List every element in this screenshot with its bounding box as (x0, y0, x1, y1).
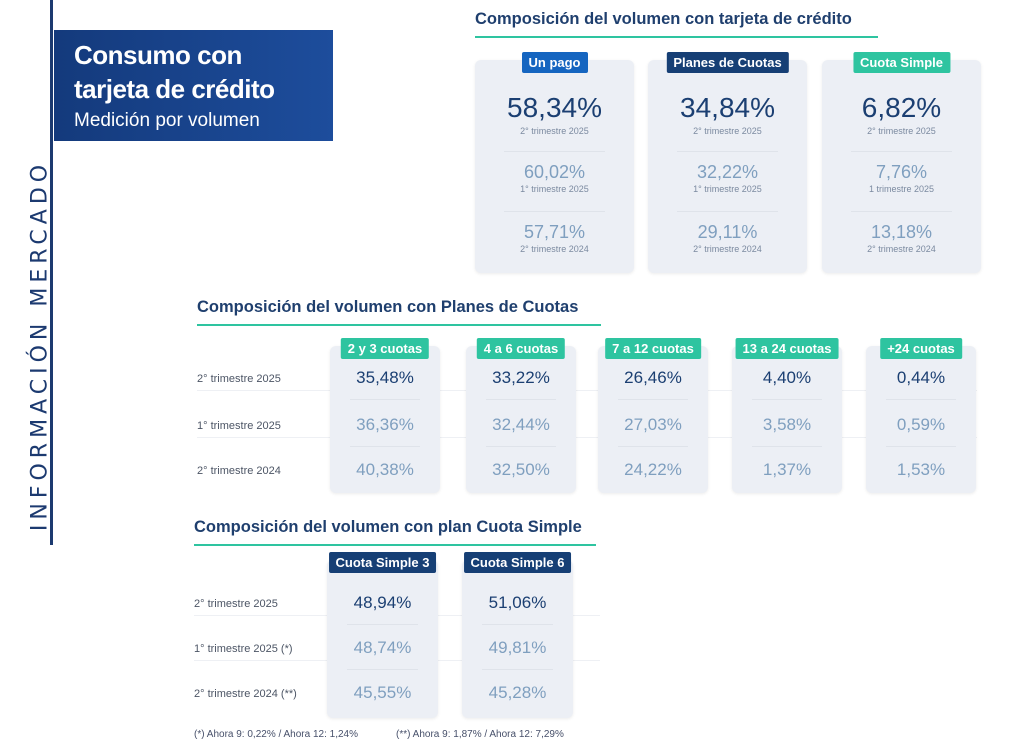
row-divider (885, 399, 957, 400)
row-divider (503, 151, 606, 152)
card-period: 2° trimestre 2024 (520, 244, 589, 254)
section2-title: Composición del volumen con Planes de Cu… (197, 298, 601, 326)
card-value: 13,18% (870, 222, 933, 242)
column-label: 13 a 24 cuotas (735, 338, 839, 359)
column-value: 33,22% (492, 368, 550, 387)
column-value: 26,46% (624, 368, 682, 387)
row-divider (197, 437, 977, 438)
row-divider (346, 669, 419, 670)
card-period: 1 trimestre 2025 (868, 184, 935, 194)
row-divider (349, 399, 421, 400)
card-value: 32,22% (696, 162, 759, 182)
column-value: 32,50% (492, 460, 550, 479)
title-line-2: tarjeta de crédito (74, 74, 275, 104)
card-value: 29,11% (697, 222, 758, 242)
row-divider (676, 211, 779, 212)
column-value: 24,22% (624, 460, 682, 479)
column-value: 0,59% (896, 415, 946, 434)
summary-card: Un pago 58,34% 2° trimestre 2025 60,02% 1° t… (475, 52, 634, 273)
summary-card: Cuota Simple 6,82% 2° trimestre 2025 7,76% 1… (822, 52, 981, 273)
row-divider (503, 211, 606, 212)
card-period: 1° trimestre 2025 (520, 184, 589, 194)
row-divider (676, 151, 779, 152)
column-value: 51,06% (488, 593, 547, 612)
column-card: Cuota Simple 6 51,06% 49,81% 45,28% (462, 552, 573, 718)
card-value: 58,34% (507, 92, 602, 123)
divider (50, 0, 53, 545)
column-value: 49,81% (488, 638, 547, 657)
row-label: 1° trimestre 2025 (197, 420, 281, 432)
row-divider (485, 446, 557, 447)
row-divider (751, 399, 823, 400)
column-card: +24 cuotas 0,44% 0,59% 1,53% (866, 338, 976, 493)
card-value: 34,84% (680, 92, 775, 123)
row-divider (346, 624, 419, 625)
title-line-1: Consumo con (74, 40, 242, 70)
row-divider (197, 390, 977, 391)
column-label: Cuota Simple 3 (328, 552, 437, 573)
column-value: 32,44% (492, 415, 550, 434)
card-label: Planes de Cuotas (666, 52, 789, 73)
section1-title: Composición del volumen con tarjeta de c… (475, 10, 878, 38)
column-value: 40,38% (356, 460, 414, 479)
card-label: Cuota Simple (852, 52, 951, 73)
card-value: 6,82% (861, 92, 942, 123)
section3-title: Composición del volumen con plan Cuota S… (194, 518, 596, 546)
column-value: 3,58% (762, 415, 812, 434)
title-box: Consumo con tarjeta de crédito Medición … (54, 30, 333, 141)
column-value: 1,37% (762, 460, 812, 479)
footnote-2: (**) Ahora 9: 1,87% / Ahora 12: 7,29% (396, 729, 564, 740)
column-label: 7 a 12 cuotas (605, 338, 701, 359)
card-period: 1° trimestre 2025 (693, 184, 762, 194)
side-label: INFORMACIÓN MERCADO (27, 159, 53, 532)
column-label: 4 a 6 cuotas (476, 338, 566, 359)
row-divider (885, 446, 957, 447)
row-divider (485, 399, 557, 400)
card-period: 2° trimestre 2024 (693, 244, 762, 254)
column-label: 2 y 3 cuotas (340, 338, 430, 359)
card-period: 2° trimestre 2024 (867, 244, 936, 254)
subtitle: Medición por volumen (74, 110, 260, 131)
row-label: 2° trimestre 2024 (**) (194, 688, 297, 700)
row-label: 2° trimestre 2025 (197, 373, 281, 385)
row-divider (850, 151, 953, 152)
column-value: 48,94% (353, 593, 412, 612)
column-value: 45,55% (353, 683, 412, 702)
column-value: 4,40% (762, 368, 812, 387)
column-value: 36,36% (356, 415, 414, 434)
column-card: 7 a 12 cuotas 26,46% 27,03% 24,22% (598, 338, 708, 493)
summary-card: Planes de Cuotas 34,84% 2° trimestre 2025 3… (648, 52, 807, 273)
row-label: 2° trimestre 2025 (194, 598, 278, 610)
row-label: 2° trimestre 2024 (197, 465, 281, 477)
column-value: 45,28% (488, 683, 547, 702)
card-value: 57,71% (523, 222, 586, 242)
column-card: 13 a 24 cuotas 4,40% 3,58% 1,37% (732, 338, 842, 493)
row-divider (850, 211, 953, 212)
column-label: +24 cuotas (880, 338, 962, 359)
column-value: 1,53% (896, 460, 946, 479)
card-value: 7,76% (875, 162, 928, 182)
column-card: 4 a 6 cuotas 33,22% 32,44% 32,50% (466, 338, 576, 493)
card-label: Un pago (521, 52, 588, 73)
row-divider (617, 399, 689, 400)
row-divider (481, 624, 554, 625)
card-period: 2° trimestre 2025 (693, 126, 762, 136)
column-label: Cuota Simple 6 (463, 552, 572, 573)
card-period: 2° trimestre 2025 (867, 126, 936, 136)
column-value: 35,48% (356, 368, 414, 387)
row-divider (349, 446, 421, 447)
column-card: 2 y 3 cuotas 35,48% 36,36% 40,38% (330, 338, 440, 493)
column-value: 48,74% (353, 638, 412, 657)
footnote-1: (*) Ahora 9: 0,22% / Ahora 12: 1,24% (194, 729, 358, 740)
row-divider (481, 669, 554, 670)
row-label: 1° trimestre 2025 (*) (194, 643, 293, 655)
row-divider (751, 446, 823, 447)
card-period: 2° trimestre 2025 (520, 126, 589, 136)
column-value: 27,03% (624, 415, 682, 434)
column-value: 0,44% (896, 368, 946, 387)
card-value: 60,02% (523, 162, 586, 182)
column-card: Cuota Simple 3 48,94% 48,74% 45,55% (327, 552, 438, 718)
row-divider (617, 446, 689, 447)
